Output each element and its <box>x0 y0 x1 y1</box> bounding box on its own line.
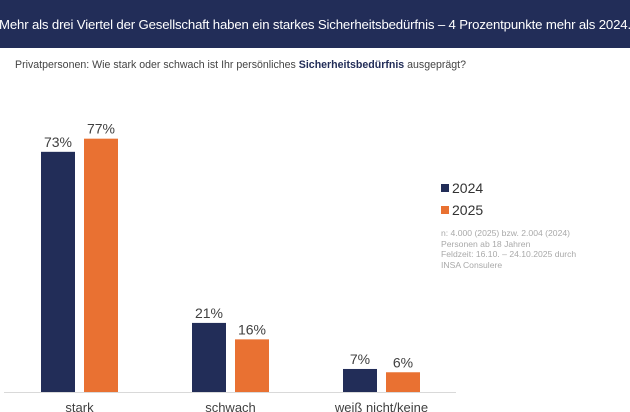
bar-2025-2 <box>386 372 420 392</box>
methodology-note: n: 4.000 (2025) bzw. 2.004 (2024) Person… <box>441 228 576 270</box>
legend-label-2024: 2024 <box>452 180 484 196</box>
chart-subtitle: Privatpersonen: Wie stark oder schwach i… <box>15 59 466 71</box>
legend-swatch-2024 <box>441 184 449 192</box>
chart-title: Mehr als drei Viertel der Gesellschaft h… <box>0 16 630 32</box>
bar-2024-0 <box>41 151 75 392</box>
bar-2024-2 <box>343 368 377 392</box>
data-label: 6% <box>393 354 413 370</box>
data-label: 7% <box>350 351 370 367</box>
bar-2024-1 <box>192 322 226 392</box>
note-line: Personen ab 18 Jahren <box>441 238 531 249</box>
legend-item-2025: 2025 <box>441 202 483 218</box>
legend-item-2024: 2024 <box>441 180 483 196</box>
data-label: 16% <box>238 321 266 337</box>
chart-title-banner: Mehr als drei Viertel der Gesellschaft h… <box>0 0 630 48</box>
data-label: 21% <box>195 305 223 321</box>
bar-2025-0 <box>84 138 118 392</box>
subtitle-prefix: Privatpersonen: Wie stark oder schwach i… <box>15 59 299 71</box>
bar-2025-1 <box>235 339 269 392</box>
subtitle-bold: Sicherheitsbedürfnis <box>298 59 405 71</box>
subtitle-suffix: ausgeprägt? <box>404 59 467 71</box>
note-line: n: 4.000 (2025) bzw. 2.004 (2024) <box>441 228 570 238</box>
data-label: 73% <box>44 134 72 150</box>
x-tick-label: weiß nicht/keine <box>334 400 428 412</box>
note-line: Feldzeit: 16.10. – 24.10.2025 durch <box>441 249 577 260</box>
x-tick-label: schwach <box>205 400 256 412</box>
note-line: INSA Consulere <box>441 259 503 270</box>
legend-label-2025: 2025 <box>452 202 484 218</box>
x-tick-label: stark <box>65 400 94 412</box>
legend-swatch-2025 <box>441 206 449 214</box>
data-label: 77% <box>87 121 115 137</box>
